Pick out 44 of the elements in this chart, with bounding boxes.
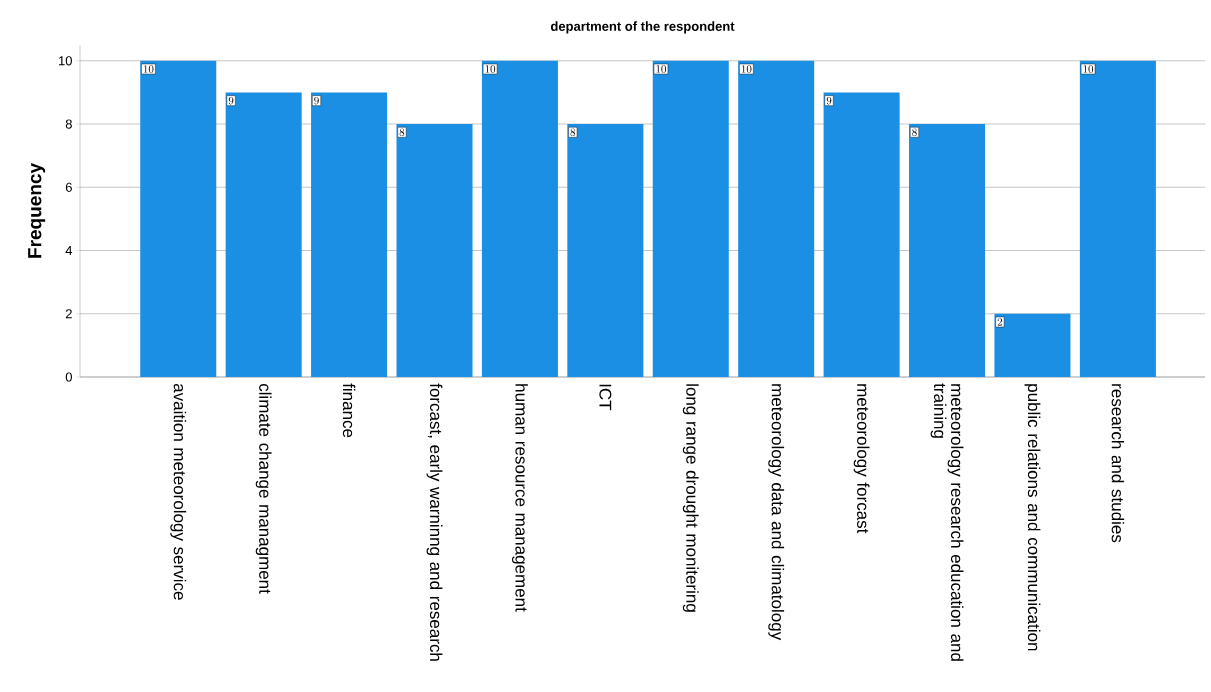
x-tick-label: long range drought monitering [682,384,699,612]
bar [823,92,900,377]
y-tick-label: 2 [65,309,72,319]
data-label: 2 [997,318,1003,326]
x-tick-label: avaition meteorology service [170,383,187,600]
bar [140,60,217,377]
x-tick-label: forcast, early warninng and research [426,383,443,661]
bar [652,60,729,377]
data-label: 9 [228,96,234,105]
data-label: 10 [1083,65,1094,73]
data-label: 9 [314,96,319,105]
x-tick-label: meteorology forcast [853,384,870,534]
y-tick-label: 10 [59,56,72,66]
data-label: 8 [912,128,917,137]
x-tick-label: public relations and communication [1024,384,1041,651]
bar [994,313,1071,377]
x-tick-label: meteorology data and climatology [768,384,785,641]
chart-title: department of the respondent [550,21,735,34]
bar [396,124,473,377]
bar [225,92,302,377]
y-tick-label: 4 [65,246,73,255]
data-label: 8 [570,128,576,137]
data-label: 9 [826,96,832,105]
y-tick-label: 6 [65,182,72,192]
y-axis-title: Frequency [28,163,46,258]
bar [738,60,815,377]
x-tick-label: ICT [599,384,612,411]
x-tick-label: research and studies [1111,384,1125,543]
bar [909,124,986,377]
x-tick-label: climate change managment [255,383,272,594]
bar [481,60,558,377]
x-tick-label: meteorology research education and training [930,383,964,661]
bar [311,92,388,377]
data-label: 10 [741,65,752,73]
bar [567,124,644,377]
x-tick-label: finance [342,383,356,438]
x-tick-label: human resource management [512,384,528,612]
data-label: 10 [485,65,496,73]
y-tick-label: 8 [65,119,72,129]
data-label: 10 [143,65,154,73]
bar [1079,60,1156,377]
y-tick-label: 0 [65,372,72,382]
data-label: 8 [399,128,405,137]
data-label: 10 [656,65,666,73]
